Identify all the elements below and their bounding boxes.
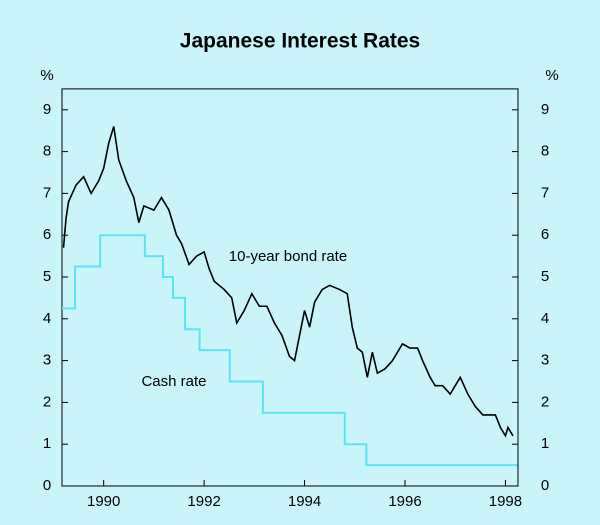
annotation: 10-year bond rate — [229, 248, 347, 265]
y-tick-label: 0 — [43, 477, 51, 494]
plot-frame — [61, 88, 519, 487]
y2-tick-label: 8 — [541, 143, 549, 160]
y2-axis-label: % — [545, 67, 558, 84]
y2-tick-label: 1 — [541, 435, 549, 452]
y-tick-label: 4 — [43, 310, 51, 327]
chart-title: Japanese Interest Rates — [180, 30, 420, 53]
series-line — [62, 234, 518, 467]
x-tick-label: 1996 — [388, 493, 421, 510]
y-axis-label: % — [40, 67, 53, 84]
x-tick-label: 1990 — [87, 493, 120, 510]
y-tick-label: 7 — [43, 184, 51, 201]
y-tick-label: 6 — [43, 226, 51, 243]
y2-tick-label: 5 — [541, 268, 549, 285]
x-tick-label: 1998 — [489, 493, 522, 510]
y2-tick-label: 2 — [541, 393, 549, 410]
y2-tick-label: 6 — [541, 226, 549, 243]
series-line — [62, 126, 514, 438]
annotation: Cash rate — [141, 373, 206, 390]
y-tick-label: 9 — [43, 101, 51, 118]
y2-tick-label: 4 — [541, 310, 549, 327]
y-tick-label: 5 — [43, 268, 51, 285]
x-tick-label: 1994 — [288, 493, 321, 510]
x-tick-label: 1992 — [187, 493, 220, 510]
y2-tick-label: 3 — [541, 352, 549, 369]
y-tick-label: 2 — [43, 393, 51, 410]
y2-tick-label: 0 — [541, 477, 549, 494]
y-tick-label: 8 — [43, 143, 51, 160]
y2-tick-label: 9 — [541, 101, 549, 118]
y-tick-label: 3 — [43, 352, 51, 369]
y2-tick-label: 7 — [541, 184, 549, 201]
y-tick-label: 1 — [43, 435, 51, 452]
